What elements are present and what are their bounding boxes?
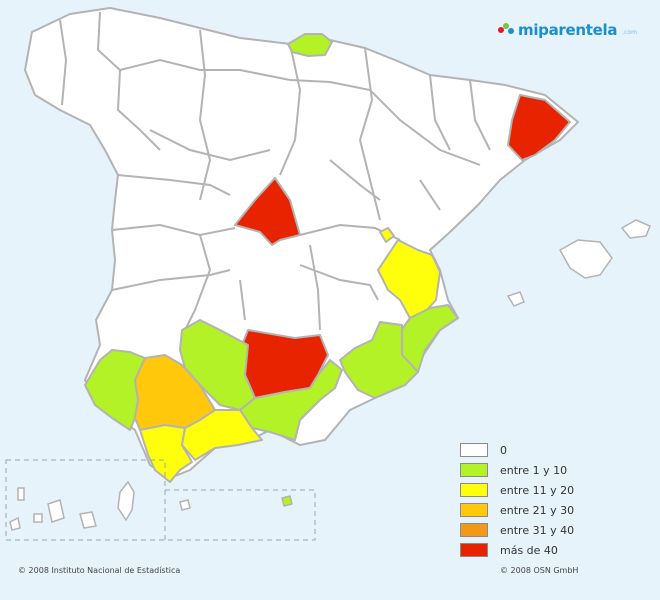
- province-borders: [59, 11, 491, 331]
- region-cadiz: [139, 424, 193, 483]
- island-ibiza: [506, 291, 525, 307]
- legend-item: entre 21 y 30: [460, 500, 620, 520]
- legend-label: 0: [500, 443, 507, 457]
- region-tenerife: [281, 495, 293, 507]
- legend-swatch: [460, 463, 488, 477]
- legend-item: 0: [460, 440, 620, 460]
- island-mallorca: [558, 239, 613, 279]
- legend-label: más de 40: [500, 543, 558, 557]
- canary-islands: [9, 480, 191, 531]
- legend-swatch: [460, 543, 488, 557]
- miparentela-logo[interactable]: miparentela .com: [498, 20, 637, 40]
- legend-label: entre 1 y 10: [500, 463, 568, 477]
- region-madrid: [234, 177, 301, 246]
- region-malaga: [181, 409, 263, 461]
- logo-suffix: .com: [622, 29, 637, 36]
- legend-item: más de 40: [460, 540, 620, 560]
- logo-dot-red-icon: [498, 27, 504, 33]
- legend-label: entre 31 y 40: [500, 523, 575, 537]
- logo-text: miparentela: [518, 21, 618, 39]
- legend-swatch: [460, 503, 488, 517]
- region-granada: [239, 359, 343, 441]
- region-murcia: [339, 321, 419, 399]
- region-castellon-enclave: [379, 227, 395, 243]
- legend-swatch: [460, 443, 488, 457]
- region-gipuzkoa: [287, 33, 333, 57]
- legend: 0 entre 1 y 10 entre 11 y 20 entre 21 y …: [460, 440, 620, 560]
- credit-ine: © 2008 Instituto Nacional de Estadística: [18, 566, 181, 575]
- legend-label: entre 21 y 30: [500, 503, 575, 517]
- legend-swatch: [460, 483, 488, 497]
- legend-item: entre 31 y 40: [460, 520, 620, 540]
- logo-dot-green-icon: [503, 23, 509, 29]
- legend-label: entre 11 y 20: [500, 483, 575, 497]
- legend-item: entre 1 y 10: [460, 460, 620, 480]
- island-menorca: [620, 219, 651, 239]
- legend-item: entre 11 y 20: [460, 480, 620, 500]
- logo-dot-blue-icon: [508, 28, 514, 34]
- credit-osn: © 2008 OSN GmbH: [500, 566, 579, 575]
- legend-swatch: [460, 523, 488, 537]
- canary-islands-inset: [5, 459, 316, 541]
- region-barcelona: [507, 94, 571, 161]
- logo-mark-icon: [498, 23, 514, 37]
